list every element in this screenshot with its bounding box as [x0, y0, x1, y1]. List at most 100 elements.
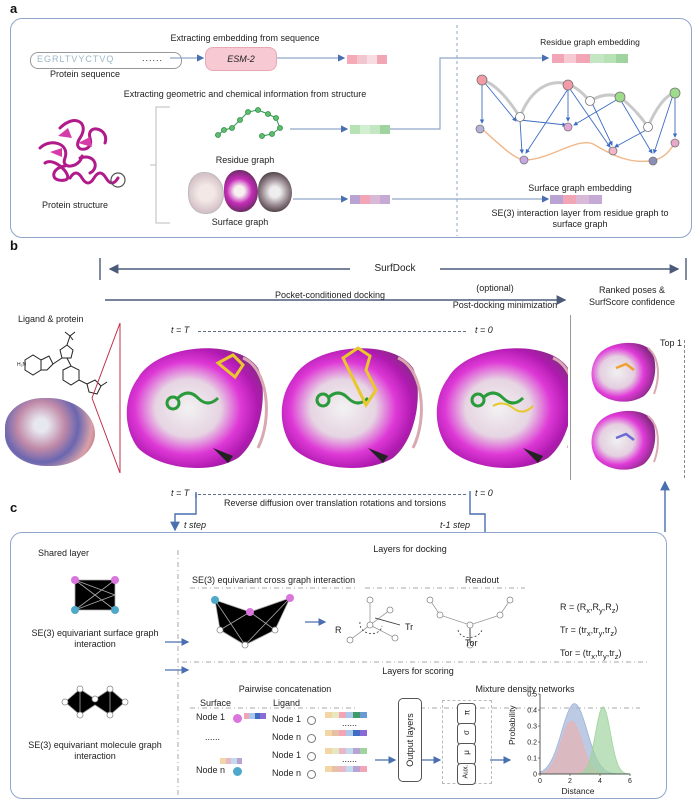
t-0-top-label: t = 0 — [475, 325, 493, 335]
ligand-col-label: Ligand — [273, 698, 301, 708]
y-tick-label-5: 0.5 — [527, 692, 537, 699]
surface-noden-strip — [220, 758, 242, 764]
y-tick-label-3: 0.3 — [527, 724, 537, 731]
surface-blob-1 — [188, 172, 224, 214]
panel-a-letter: a — [10, 1, 18, 16]
y-tick-label-2: 0.2 — [527, 740, 537, 747]
ligand-node1-a-dot — [307, 716, 316, 725]
ligand-noden-b: Node n — [272, 768, 302, 778]
pair-strip-2 — [325, 730, 367, 736]
ranked-label: Ranked poses & SurfScore confidence — [588, 285, 676, 307]
t1-step-label: t-1 step — [440, 520, 471, 530]
residue-graph-label: Residue graph — [215, 155, 275, 165]
y-tick-label-1: 0.1 — [527, 756, 537, 763]
top-diffusion-line — [198, 331, 466, 332]
surface-graph-label: Surface graph — [211, 217, 269, 227]
readout-label: Readout — [464, 575, 500, 585]
surface-interaction-label: SE(3) equivariant surface graph interact… — [31, 628, 159, 649]
pairwise-label: Pairwise concatenation — [238, 684, 332, 694]
surface-node1-strip — [244, 713, 266, 719]
ligand-node1-a: Node 1 — [272, 714, 302, 724]
docking-snapshots — [126, 346, 568, 469]
pair-strip-4 — [325, 766, 367, 772]
graph-embedding-network — [475, 74, 681, 166]
protein-structure-image — [38, 119, 126, 188]
ranked-poses — [591, 342, 659, 470]
minimization-label: Post-docking minimization — [452, 300, 558, 310]
pair-strip-3 — [325, 748, 367, 754]
mixture-label: Mixture density networks — [475, 684, 575, 694]
surface-col-label: Surface — [200, 698, 232, 708]
readout-diagram — [346, 596, 514, 649]
surface-embedding-bar-left — [350, 195, 390, 204]
panel-a-frame — [10, 18, 692, 238]
sequence-label: Protein sequence — [49, 69, 121, 79]
t-0-bottom-label: t = 0 — [475, 488, 493, 498]
esm2-model-box: ESM-2 — [205, 47, 277, 71]
y-tick-label-0: 0 — [533, 772, 537, 779]
bracket — [150, 106, 170, 224]
sequence-text: EGRLTVYCTVQ — [37, 54, 115, 64]
ligand-structure-image: H₂N — [17, 331, 108, 395]
shared-layer-label: Shared layer — [38, 548, 90, 558]
sequence-embedding-bar — [347, 55, 387, 64]
residue-graph-embedding-bar — [552, 54, 628, 63]
surface-blob-2 — [224, 170, 258, 212]
ligand-node1-b-dot — [307, 752, 316, 761]
surface-noden-dot — [233, 767, 242, 776]
cross-graph-image — [211, 594, 294, 649]
distance-chart: 0 0.1 0.2 0.3 0.4 0.5 0 2 4 6 — [527, 692, 632, 786]
t-T-top-label: t = T — [171, 325, 190, 335]
ligand-noden-a: Node n — [272, 732, 302, 742]
surfdock-title: SurfDock — [374, 263, 416, 274]
ligand-noden-b-dot — [307, 770, 316, 779]
surface-node1-label: Node 1 — [196, 712, 226, 722]
chart-ylabel: Probability — [507, 705, 517, 745]
struct-title: Extracting geometric and chemical inform… — [123, 89, 367, 99]
Tr-label: Tr — [405, 622, 414, 632]
output-layers-box: Output layers — [398, 698, 422, 782]
panel-b-letter: b — [10, 238, 18, 253]
pair-ellipsis-2: ...... — [342, 754, 358, 764]
molecule-interaction-label: SE(3) equivariant molecule graph interac… — [28, 740, 162, 761]
mdn-aux-box: Aux. — [457, 763, 476, 785]
x-tick-label-2: 4 — [598, 778, 602, 785]
ligand-noden-a-dot — [307, 734, 316, 743]
structure-label: Protein structure — [41, 200, 109, 210]
surface-noden-label: Node n — [196, 765, 226, 775]
surface-node1-dot — [233, 714, 242, 723]
sequence-ellipsis: ...... — [141, 53, 163, 63]
x-tick-label-3: 6 — [628, 778, 632, 785]
residue-embedding-label: Residue graph embedding — [540, 37, 640, 47]
panel-b-top-arrows — [99, 258, 687, 305]
panel-c-letter: c — [10, 500, 18, 515]
t-T-bottom-label: t = T — [171, 488, 190, 498]
top1-label: Top 1 — [660, 338, 683, 348]
y-tick-label-4: 0.4 — [527, 708, 537, 715]
ranked-divider — [570, 315, 571, 480]
R-equation: R = (Rx,Ry,Rz) — [560, 602, 619, 615]
surface-ellipsis: ...... — [205, 732, 221, 742]
mdn-mu-box: μ — [457, 743, 476, 765]
pocket-docking-label: Pocket-conditioned docking — [274, 290, 386, 300]
layers-scoring-label: Layers for scoring — [382, 666, 454, 676]
x-tick-label-0: 0 — [538, 778, 542, 785]
residue-embedding-bar — [350, 125, 390, 134]
panel-c-frame — [10, 532, 667, 799]
t-step-label: t step — [184, 520, 207, 530]
ranking-dashed-line — [684, 340, 685, 478]
shared-molecule-graph — [61, 685, 129, 719]
Tr-equation: Tr = (trx,try,trz) — [560, 625, 618, 638]
ligand-node1-b: Node 1 — [272, 750, 302, 760]
surface-blob-3 — [258, 172, 292, 212]
surface-graph-embedding-bar — [550, 195, 602, 204]
x-tick-label-1: 2 — [568, 778, 572, 785]
shared-surface-graph — [71, 576, 119, 614]
cross-graph-label: SE(3) equivariant cross graph interactio… — [192, 575, 356, 585]
panel-a-arrows — [170, 25, 550, 236]
sequence-box: EGRLTVYCTVQ ...... — [30, 52, 182, 69]
surface-embedding-label: Surface graph embedding — [528, 183, 632, 193]
layers-docking-label: Layers for docking — [373, 544, 447, 554]
svg-text:H₂N: H₂N — [17, 362, 27, 368]
residue-graph-image — [215, 107, 283, 139]
